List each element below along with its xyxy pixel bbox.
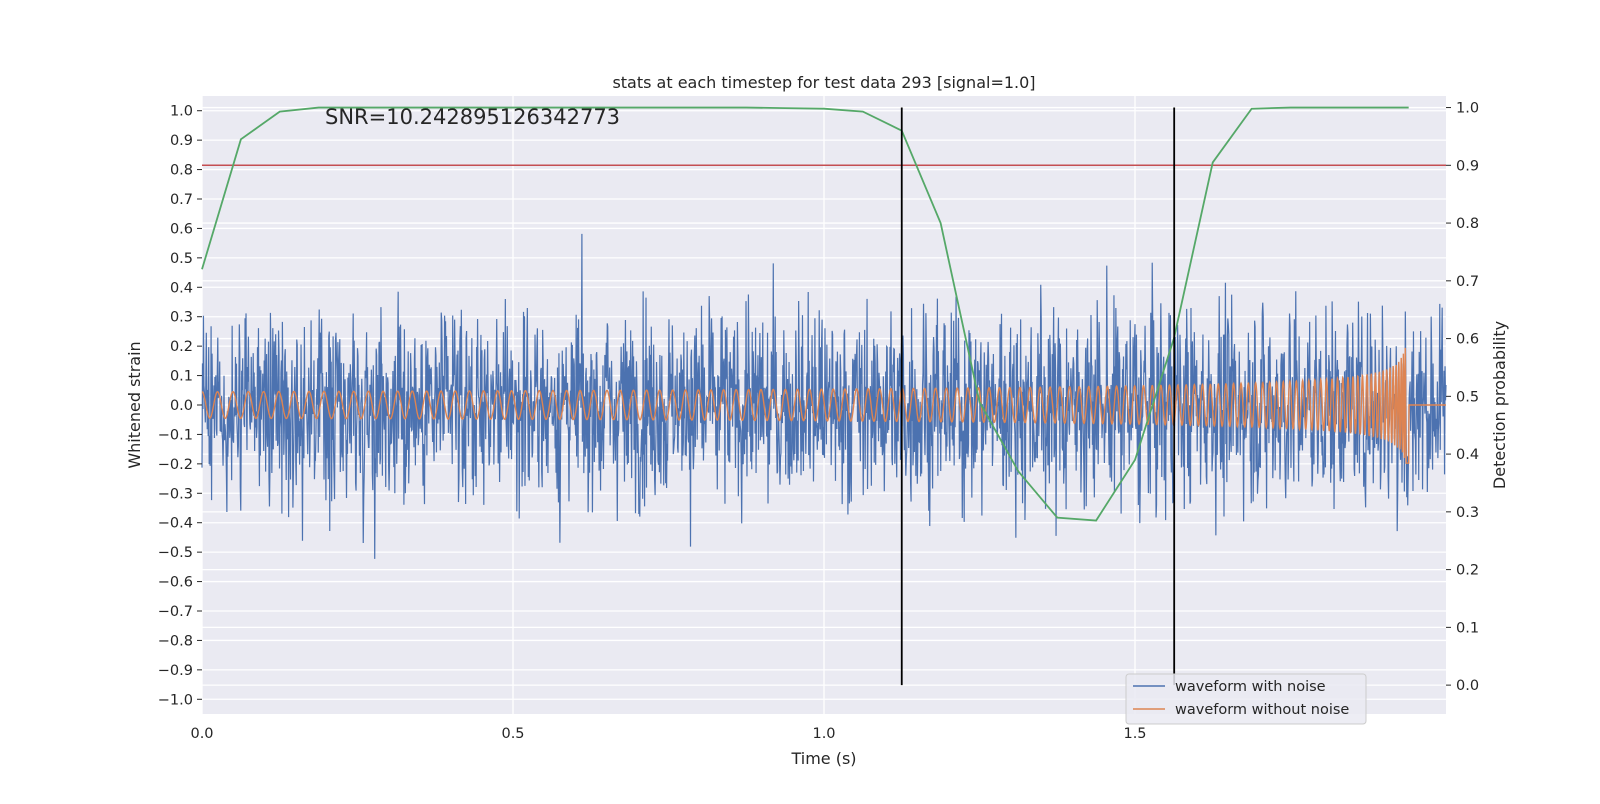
left-tick-label: 0.7 [170, 192, 193, 208]
chart-title: stats at each timestep for test data 293… [612, 73, 1035, 92]
left-tick-label: 0.2 [170, 339, 193, 355]
legend-box [1125, 673, 1367, 725]
x-tick-label: 1.5 [1123, 726, 1146, 742]
left-tick-label: 0.1 [170, 369, 193, 385]
x-ticks: 0.0 0.5 1.0 1.5 [190, 726, 1146, 742]
noisy-waveform-series [201, 233, 1447, 559]
left-tick-label: −0.9 [158, 663, 193, 679]
left-tick-label: −0.7 [158, 604, 193, 620]
x-axis-label: Time (s) [790, 749, 856, 768]
right-tick-label: 0.8 [1456, 216, 1479, 232]
left-tick-label: −0.4 [158, 516, 193, 532]
legend-label-noisy: waveform with noise [1175, 679, 1326, 695]
clean-waveform-line [201, 347, 1446, 464]
right-y-ticks: 1.0 0.9 0.8 0.7 0.6 0.5 0.4 0.3 0.2 0.1 0.0 [1446, 101, 1479, 694]
legend-label-clean: waveform without noise [1175, 702, 1349, 718]
left-tick-label: −1.0 [158, 692, 193, 708]
left-tick-label: −0.8 [158, 633, 193, 649]
right-tick-label: 0.9 [1456, 158, 1479, 174]
left-y-axis-label: Whitened strain [125, 341, 144, 468]
right-tick-label: 0.6 [1456, 332, 1479, 348]
right-tick-label: 0.1 [1456, 620, 1479, 636]
left-tick-label: 0.6 [170, 221, 193, 237]
detection-probability-series [201, 106, 1409, 522]
legend: waveform with noise waveform without noi… [1125, 673, 1367, 725]
left-tick-label: −0.1 [158, 427, 193, 443]
detection-probability-line [201, 106, 1409, 522]
left-tick-label: −0.6 [158, 575, 193, 591]
right-tick-label: 0.4 [1456, 447, 1479, 463]
right-tick-label: 0.2 [1456, 563, 1479, 579]
left-tick-label: 0.4 [170, 280, 193, 296]
left-y-ticks: 1.0 0.9 0.8 0.7 0.6 0.5 0.4 0.3 0.2 0.1 0.0 −0.1 −0.… [158, 104, 202, 708]
x-tick-label: 0.5 [501, 726, 524, 742]
clean-waveform-series [201, 347, 1446, 464]
left-tick-label: 0.9 [170, 133, 193, 149]
left-tick-label: 0.3 [170, 310, 193, 326]
x-tick-label: 1.0 [812, 726, 835, 742]
left-tick-label: 1.0 [170, 104, 193, 120]
snr-annotation: SNR=10.242895126342773 [325, 105, 620, 129]
right-tick-label: 0.7 [1456, 274, 1479, 290]
left-tick-label: 0.5 [170, 251, 193, 267]
right-y-axis-label: Detection probability [1490, 321, 1509, 489]
vertical-markers [900, 107, 1176, 686]
left-tick-label: −0.2 [158, 457, 193, 473]
x-tick-label: 0.0 [190, 726, 213, 742]
right-tick-label: 0.5 [1456, 389, 1479, 405]
right-tick-label: 0.0 [1456, 678, 1479, 694]
left-tick-label: 0.0 [170, 398, 193, 414]
left-tick-label: 0.8 [170, 163, 193, 179]
right-tick-label: 1.0 [1456, 101, 1479, 117]
noisy-waveform-line [201, 233, 1447, 559]
left-tick-label: −0.5 [158, 545, 193, 561]
right-tick-label: 0.3 [1456, 505, 1479, 521]
left-tick-label: −0.3 [158, 486, 193, 502]
